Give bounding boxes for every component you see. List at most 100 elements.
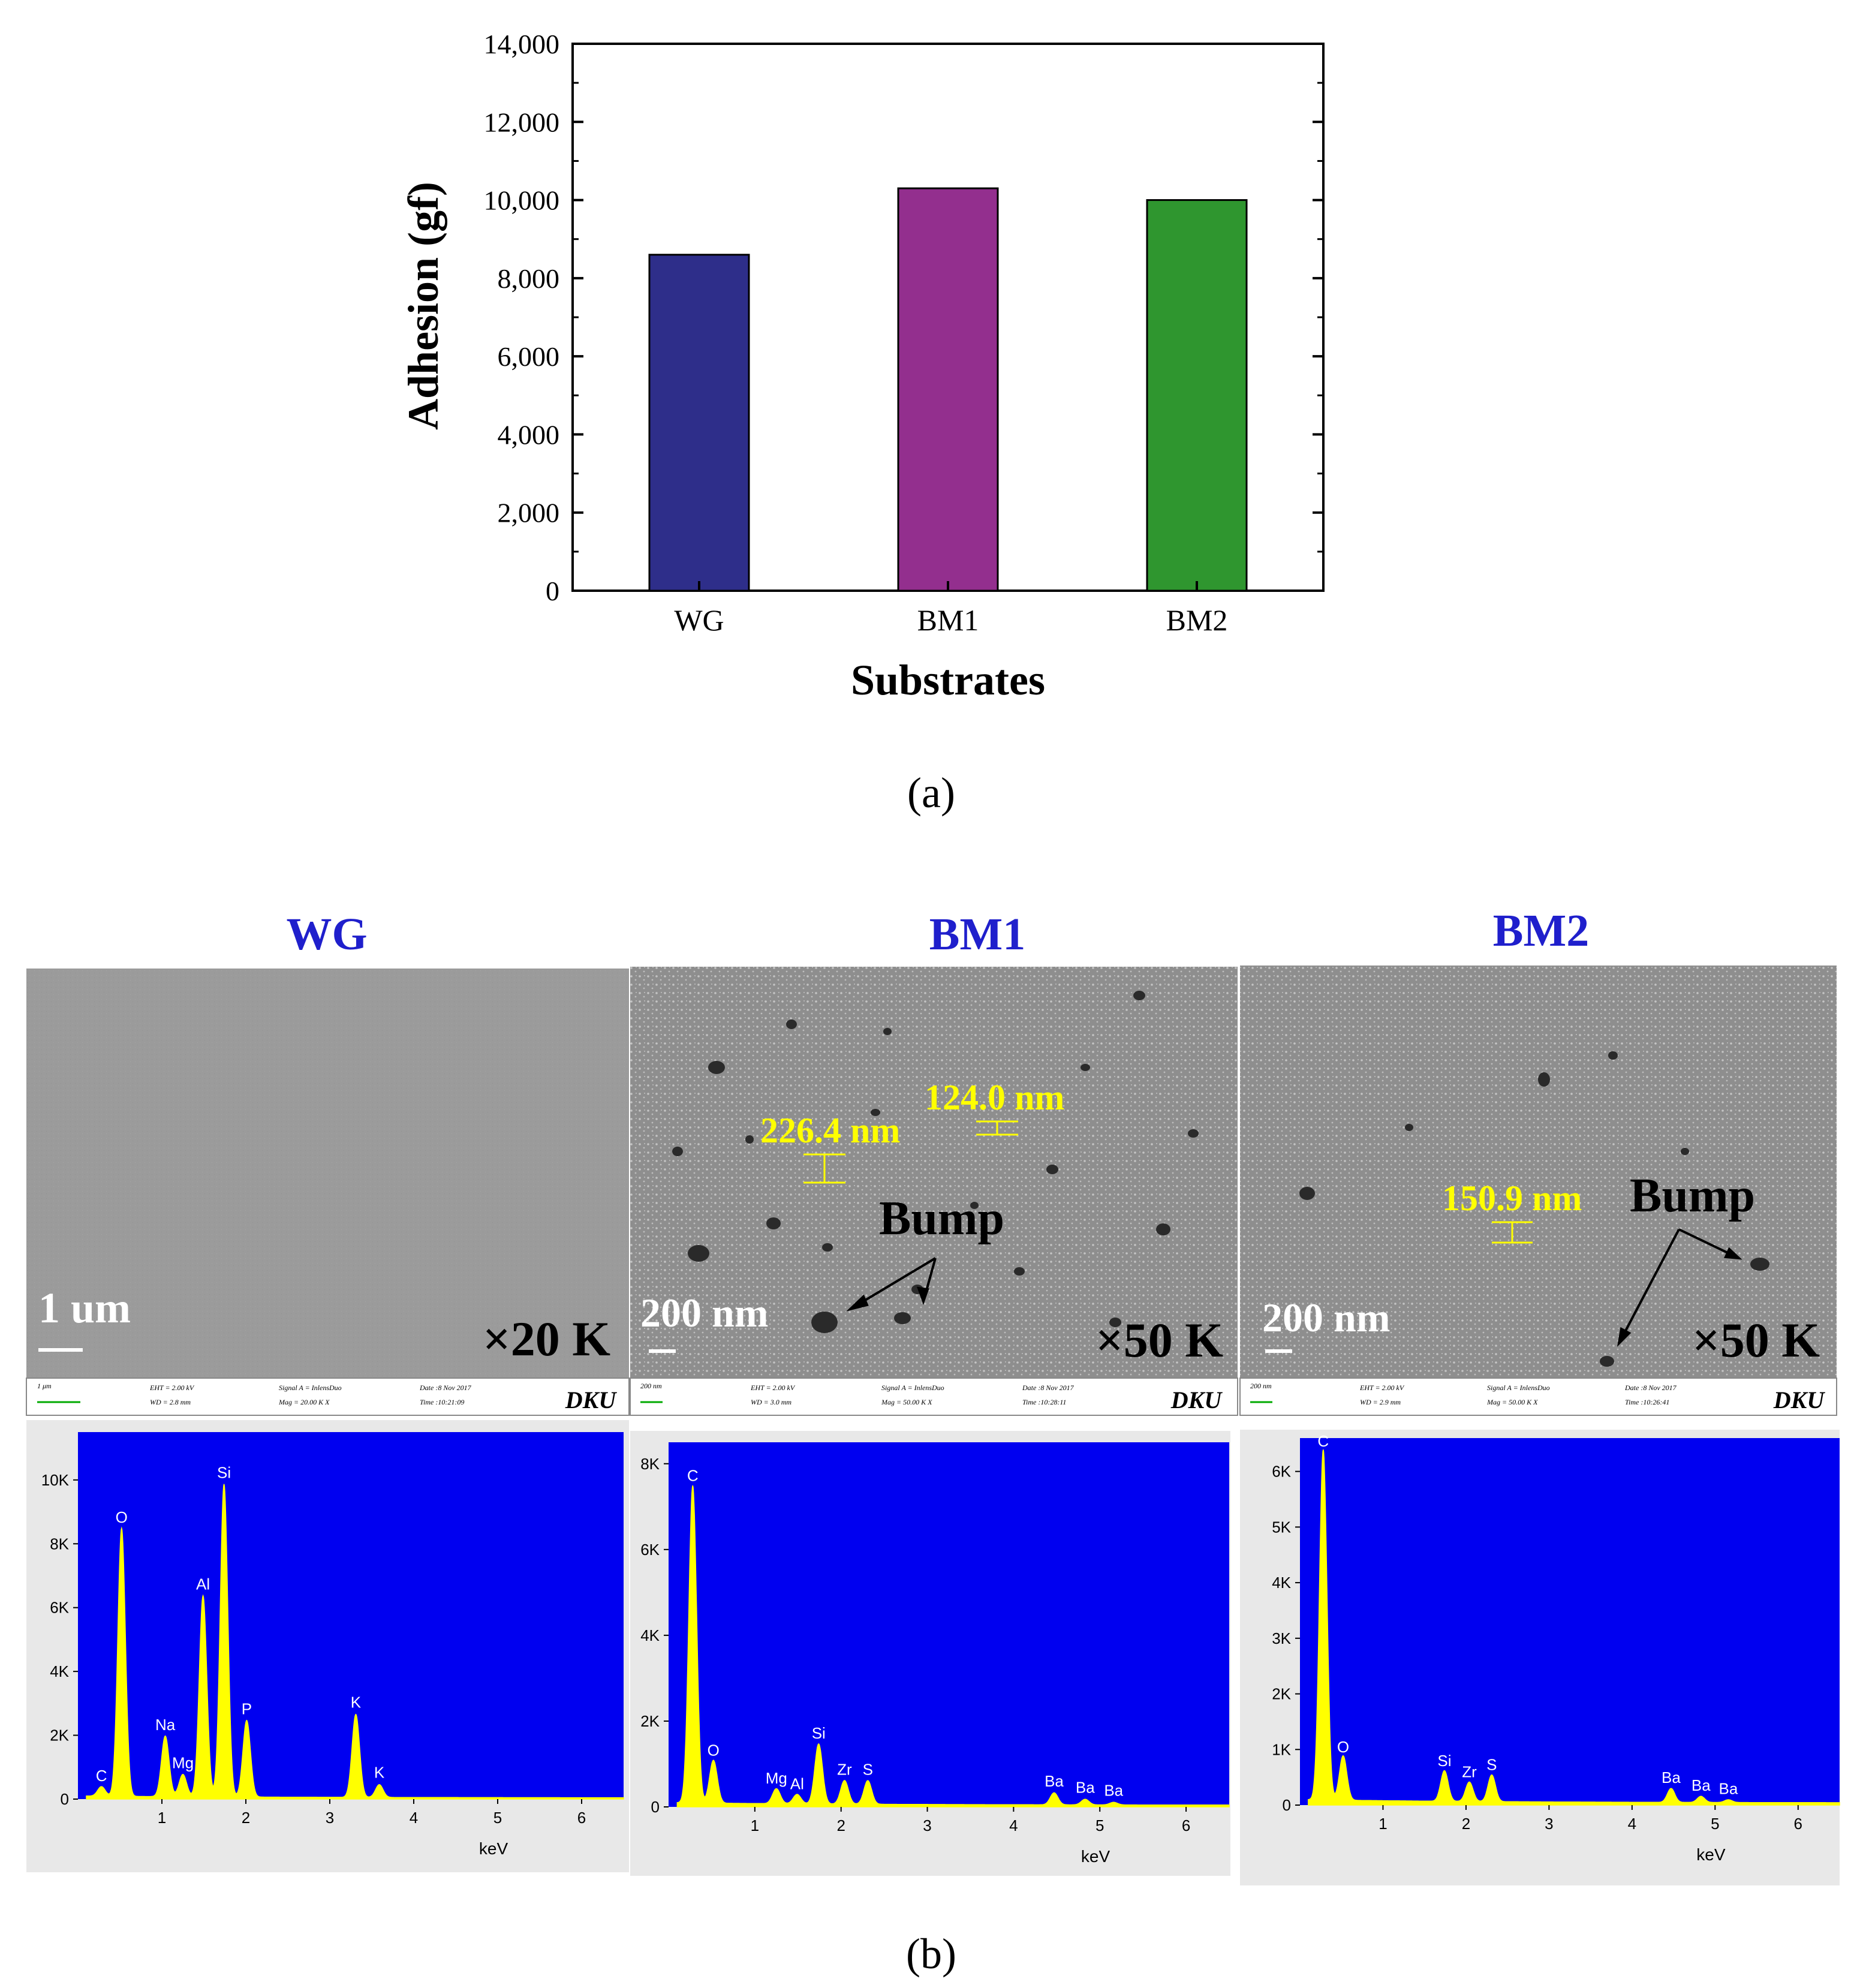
- x-axis-label: keV: [1696, 1845, 1726, 1864]
- info-scale: 1 μm: [37, 1382, 52, 1390]
- info-time: Time :10:26:41: [1625, 1398, 1669, 1406]
- peak-label-s: S: [863, 1761, 873, 1779]
- info-scale: 200 nm: [640, 1382, 662, 1390]
- x-tick-label: 1: [1379, 1815, 1387, 1833]
- x-tick-label: 6: [1794, 1815, 1802, 1833]
- x-axis-label: Substrates: [851, 656, 1045, 704]
- scale-label: 200 nm: [1262, 1295, 1390, 1340]
- info-date: Date :8 Nov 2017: [419, 1384, 472, 1392]
- measurement-marker-2: [976, 1120, 1018, 1136]
- bump-arrows: [1617, 1228, 1742, 1347]
- peak-label-zr: Zr: [837, 1761, 852, 1779]
- y-tick-label: 10,000: [484, 185, 560, 216]
- spectrum-trace: [1308, 1449, 1840, 1806]
- x-tick-label: 3: [1545, 1815, 1553, 1833]
- spectrum-plot-area: [1300, 1438, 1840, 1805]
- x-tick-label: 6: [577, 1809, 586, 1827]
- scale-bar: [649, 1349, 676, 1353]
- sem-image-bm2: 150.9 nm Bump 200 nm ×50 K 200 nm EHT = …: [1239, 966, 1837, 1416]
- bars: [648, 187, 1248, 592]
- peak-label-p: P: [242, 1700, 252, 1718]
- y-tick-label: 4,000: [498, 419, 560, 450]
- info-eht: EHT = 2.00 kV: [750, 1384, 796, 1392]
- bump-arrows: [846, 1257, 937, 1312]
- x-tick-label: 5: [1711, 1815, 1719, 1833]
- info-signal: Signal A = InlensDuo: [1487, 1384, 1550, 1392]
- peak-label-mg: Mg: [766, 1769, 787, 1787]
- y-tick-label: 0: [651, 1798, 660, 1816]
- magnification-label: ×50 K: [1692, 1313, 1820, 1367]
- edx-spectrum-wg: C O Na Mg Al Si P K K 0 2K 4K 6K 8K 10K 1 2 3 4 5 6 keV: [26, 1420, 629, 1872]
- peak-label-ba: Ba: [1662, 1769, 1681, 1787]
- sem-info-bar: 1 μm EHT = 2.00 kV WD = 2.8 mm Signal A …: [26, 1378, 630, 1416]
- peak-label-mg: Mg: [172, 1754, 194, 1772]
- x-tick-label: BM1: [917, 603, 979, 637]
- dku-logo: DKU: [1773, 1387, 1826, 1413]
- y-tick-label: 2K: [640, 1712, 660, 1730]
- info-time: Time :10:28:11: [1022, 1398, 1066, 1406]
- sem-image-wg: 1 um ×20 K 1 μm EHT = 2.00 kV WD = 2.8 m…: [26, 969, 630, 1416]
- y-tick-label: 2K: [1272, 1685, 1291, 1703]
- sem-info-bar: 200 nm EHT = 2.00 kV WD = 3.0 mm Signal …: [630, 1378, 1238, 1416]
- peak-label-zr: Zr: [1462, 1763, 1477, 1781]
- y-tick-label: 2,000: [498, 498, 560, 528]
- peak-label-o: O: [708, 1741, 720, 1759]
- measurement-label: 150.9 nm: [1442, 1178, 1582, 1218]
- info-mag: Mag = 20.00 K X: [278, 1398, 330, 1406]
- x-tick-label: 1: [158, 1809, 166, 1827]
- peak-label-s: S: [1486, 1755, 1497, 1773]
- pores: [1299, 1051, 1769, 1367]
- info-wd: WD = 2.9 mm: [1360, 1398, 1401, 1406]
- peak-label-al: Al: [196, 1575, 210, 1593]
- peak-label-c: C: [1317, 1432, 1329, 1450]
- info-signal: Signal A = InlensDuo: [279, 1384, 342, 1392]
- bump-label: Bump: [1630, 1169, 1755, 1222]
- magnification-label: ×50 K: [1095, 1313, 1223, 1367]
- info-wd: WD = 3.0 mm: [751, 1398, 791, 1406]
- y-tick-label: 6K: [1272, 1463, 1291, 1481]
- bar-bm1: [897, 187, 999, 592]
- info-eht: EHT = 2.00 kV: [149, 1384, 195, 1392]
- peak-label-o: O: [116, 1508, 128, 1526]
- y-tick-label: 0: [1283, 1796, 1291, 1814]
- pores: [672, 991, 1199, 1333]
- panel-title-bm1: BM1: [929, 909, 1025, 960]
- y-tick-label: 2K: [50, 1727, 69, 1745]
- sem-image-bm1: 226.4 nm 124.0 nm Bump 200 nm ×50 K 200 …: [630, 967, 1238, 1416]
- x-tick-label: 2: [1462, 1815, 1470, 1833]
- sem-info-bar: 200 nm EHT = 2.00 kV WD = 2.9 mm Signal …: [1239, 1378, 1837, 1416]
- y-axis: 0 2,000 4,000 6,000 8,000 10,000 12,000 14,000: [484, 29, 1323, 606]
- x-tick-label: 4: [1628, 1815, 1636, 1833]
- x-tick-label: 4: [1009, 1816, 1018, 1834]
- dku-logo: DKU: [565, 1387, 618, 1413]
- info-date: Date :8 Nov 2017: [1022, 1384, 1075, 1392]
- peak-label-c: C: [96, 1767, 107, 1785]
- spectrum-trace: [86, 1484, 624, 1800]
- x-tick-label: 2: [836, 1816, 845, 1834]
- peak-label-ba: Ba: [1076, 1779, 1095, 1797]
- y-tick-label: 3K: [1272, 1629, 1291, 1647]
- y-tick-label: 6K: [640, 1541, 660, 1559]
- panel-title-bm2: BM2: [1493, 906, 1589, 956]
- bar-bm2: [1146, 199, 1248, 592]
- info-eht: EHT = 2.00 kV: [1359, 1384, 1405, 1392]
- y-tick-label: 10K: [41, 1471, 70, 1489]
- y-tick-label: 1K: [1272, 1740, 1291, 1758]
- measurement-marker: [1492, 1221, 1533, 1244]
- spectrum-plot-area: [669, 1442, 1229, 1807]
- y-tick-label: 6K: [50, 1599, 69, 1617]
- y-tick-label: 0: [546, 576, 559, 606]
- x-tick-label: 2: [242, 1809, 250, 1827]
- adhesion-bar-chart: 02,0004,0006,0008,00010,00012,00014,000 …: [399, 29, 1325, 704]
- x-axis: WG BM1 BM2: [674, 581, 1227, 637]
- measurement-label-1: 226.4 nm: [760, 1111, 900, 1150]
- peak-label-k: K: [374, 1764, 385, 1782]
- peak-label-ba: Ba: [1045, 1772, 1064, 1790]
- info-time: Time :10:21:09: [420, 1398, 464, 1406]
- y-tick-label: 14,000: [484, 29, 560, 59]
- info-wd: WD = 2.8 mm: [150, 1398, 191, 1406]
- scale-bar: [1265, 1349, 1292, 1353]
- peak-label-ba: Ba: [1692, 1776, 1711, 1794]
- scale-label: 200 nm: [640, 1290, 768, 1336]
